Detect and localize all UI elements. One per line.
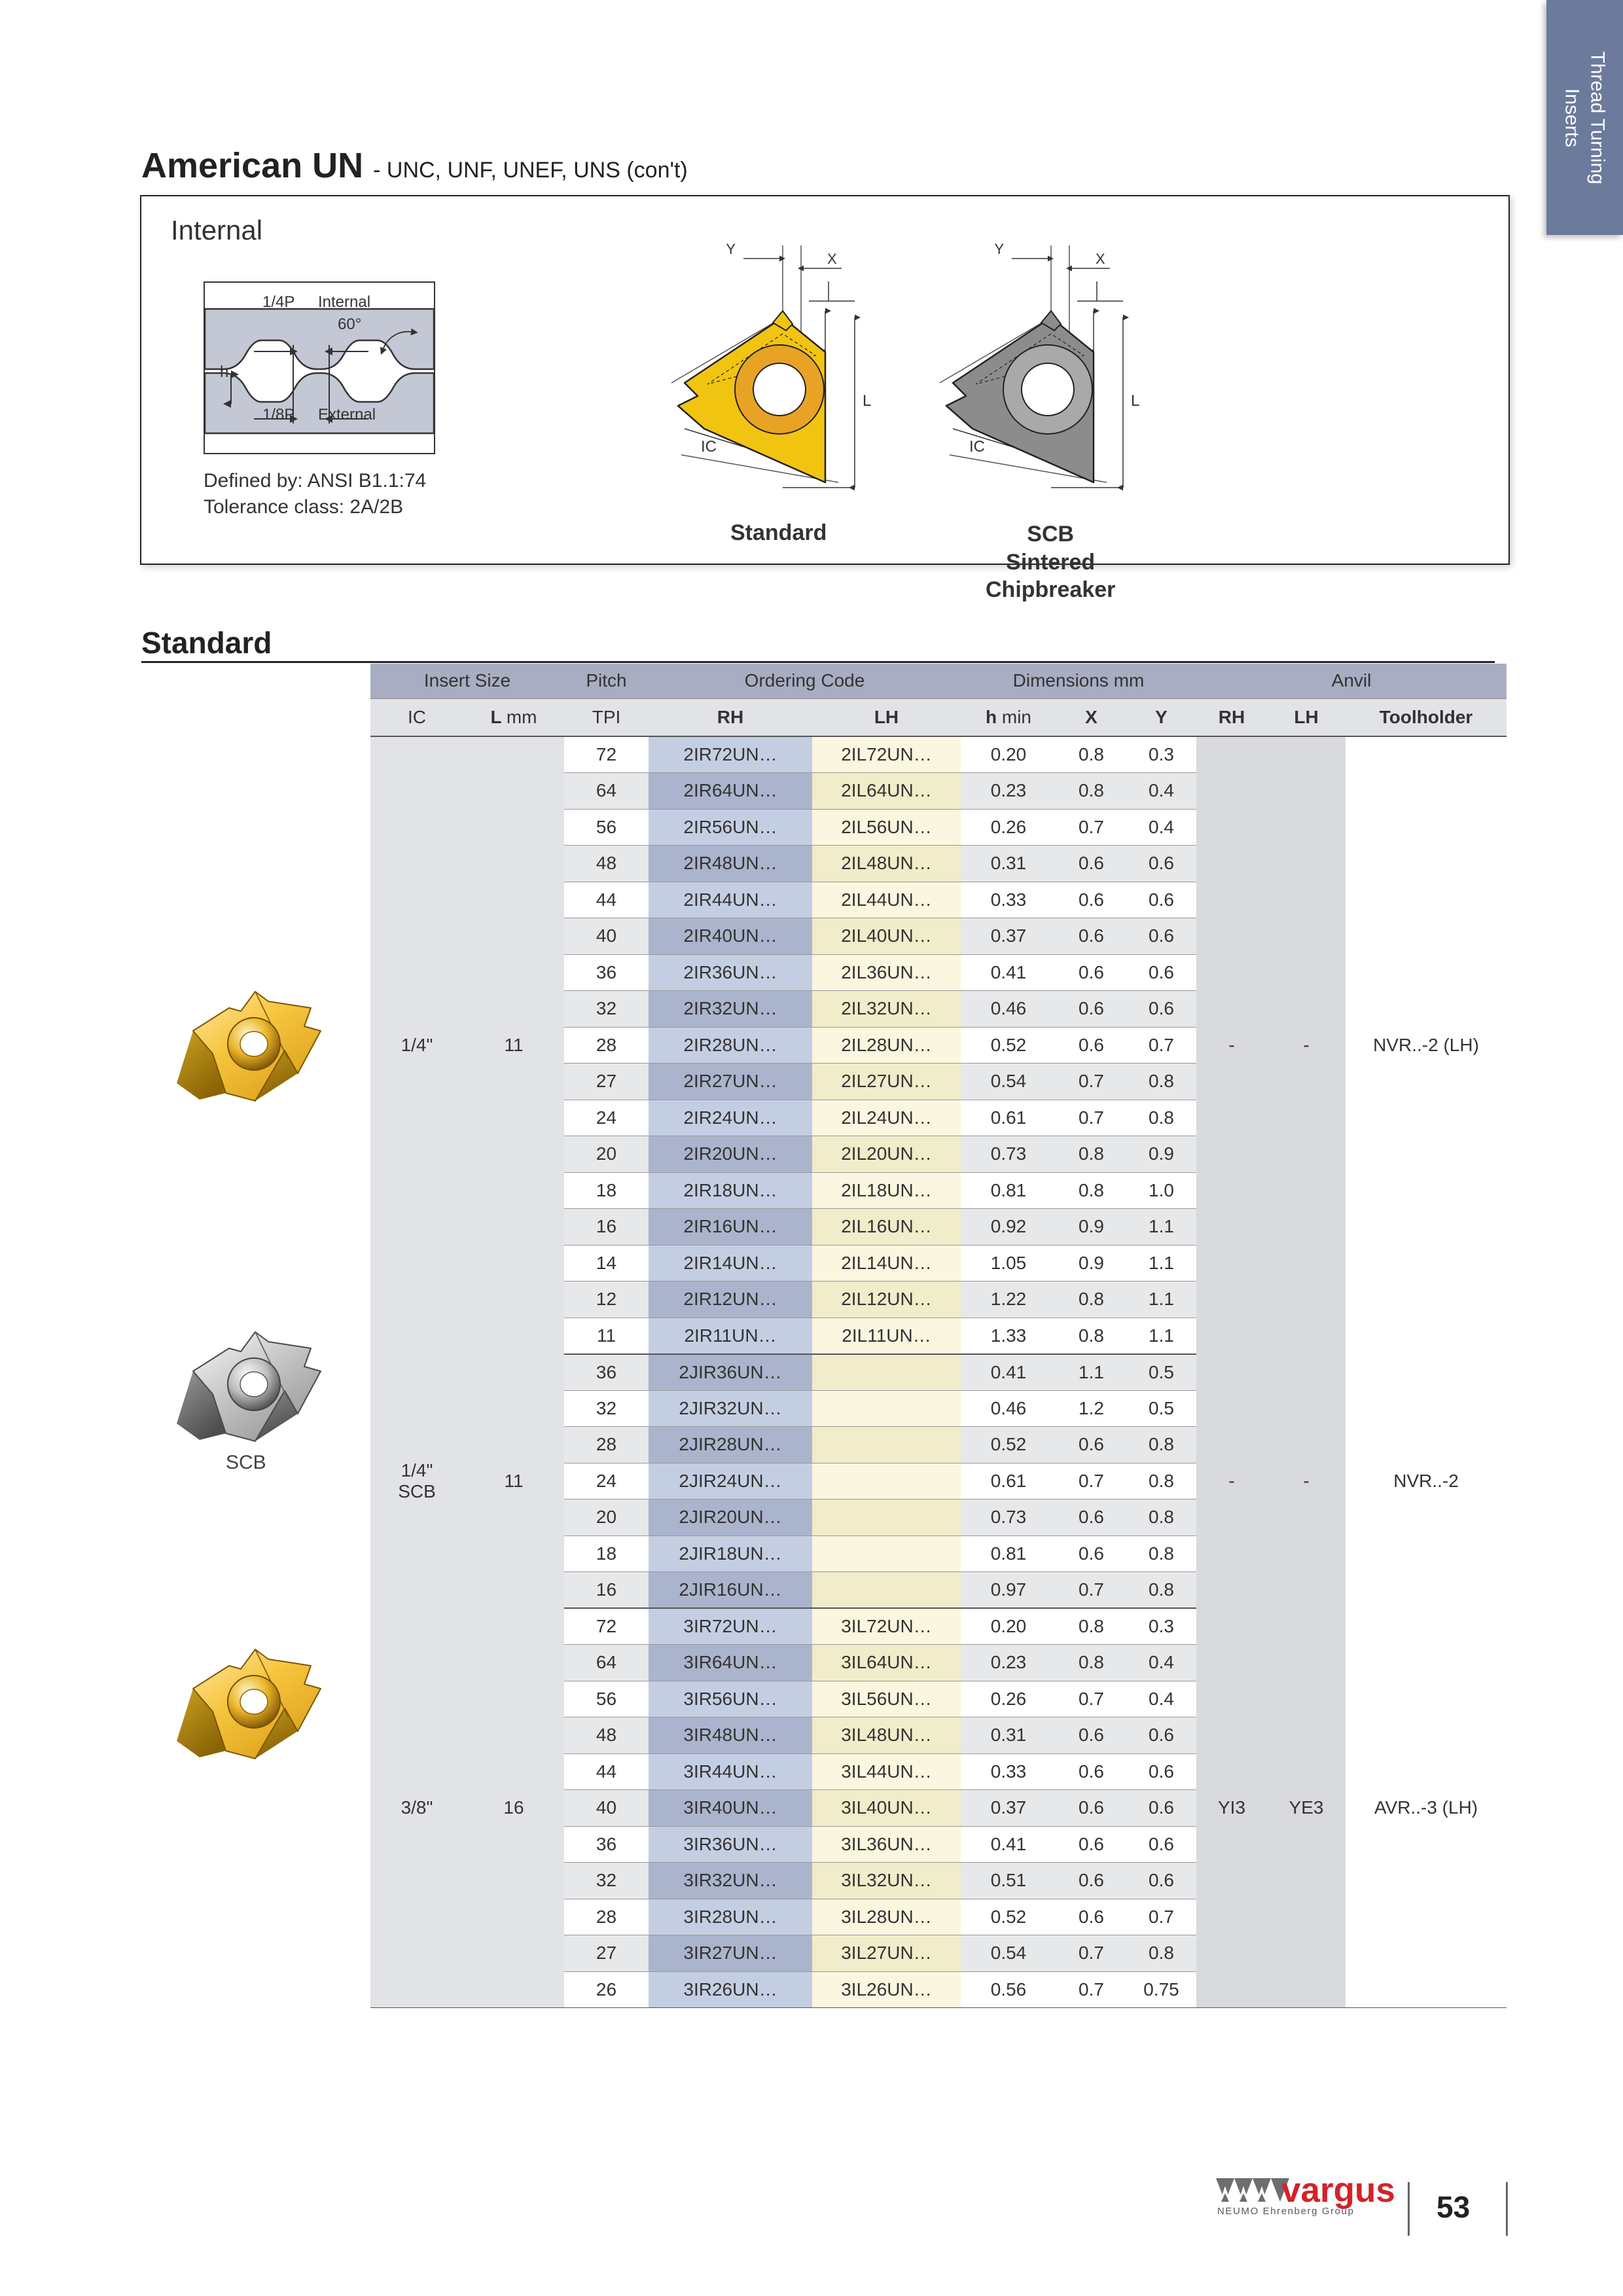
svg-text:X: X (827, 251, 837, 267)
svg-text:IC: IC (969, 438, 985, 456)
svg-text:L: L (863, 392, 871, 410)
svg-text:Y: Y (994, 241, 1004, 257)
svg-text:vargus: vargus (1281, 2177, 1395, 2210)
svg-text:L: L (1131, 392, 1139, 410)
svg-text:X: X (1096, 251, 1105, 267)
svg-text:Y: Y (726, 241, 736, 257)
svg-text:IC: IC (701, 438, 717, 456)
svg-text:NEUMO Ehrenberg Group: NEUMO Ehrenberg Group (1217, 2206, 1355, 2217)
